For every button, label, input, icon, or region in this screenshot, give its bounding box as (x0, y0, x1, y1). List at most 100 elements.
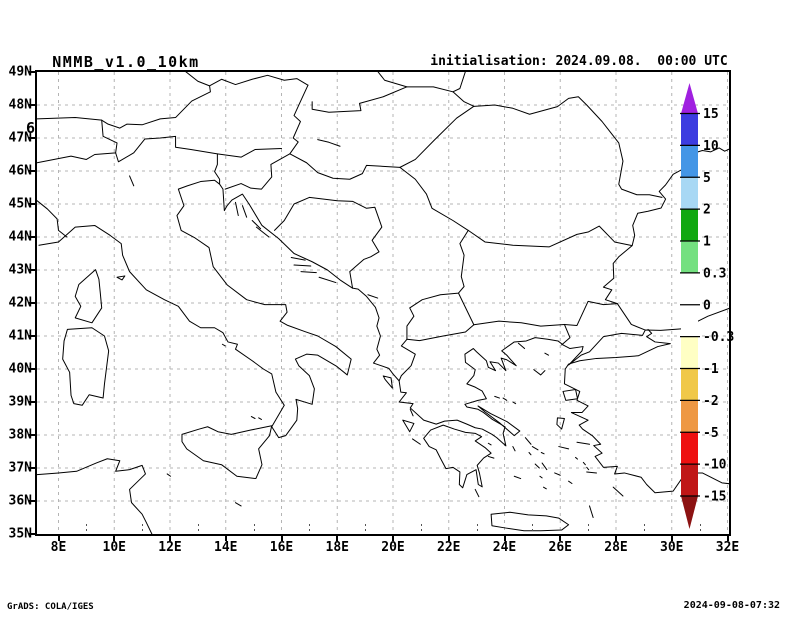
lon-minor-tick (420, 529, 422, 531)
border-sk-pl-stub (378, 72, 407, 87)
grads-credit: GrADS: COLA/IGES (7, 602, 94, 612)
lon-tick-mark (670, 536, 673, 541)
lon-minor-tick (309, 524, 311, 526)
border-hu-sk (312, 87, 474, 112)
colorbar-segment (681, 464, 698, 496)
coastlines-and-borders (37, 72, 729, 534)
colorbar-segment (681, 145, 698, 178)
lon-tick-label: 12E (158, 540, 182, 555)
lat-tick-label: 35N (8, 526, 32, 542)
colorbar-tick-label: 2 (703, 203, 711, 218)
gridlines (37, 72, 729, 534)
lon-tick-label: 18E (325, 540, 349, 555)
border-bg-gr (474, 321, 565, 326)
lon-minor-tick (197, 529, 199, 531)
lat-tick-label: 47N (8, 130, 32, 146)
lat-tick-mark (29, 104, 36, 106)
lat-tick-mark (29, 368, 36, 370)
lon-tick-mark (280, 536, 283, 541)
lat-tick-label: 48N (8, 97, 32, 113)
colorbar-segment (681, 432, 698, 465)
border-rs-bg-mk-al-gr (399, 230, 468, 380)
lon-tick-label: 16E (269, 540, 294, 555)
creation-timestamp: 2024-09-08-07:32 (683, 600, 780, 611)
colorbar-tick-label: 1 (703, 235, 711, 250)
lon-tick-mark (113, 536, 116, 541)
border-danube-ro-bg (468, 226, 632, 247)
lat-tick-mark (29, 302, 36, 304)
border-ch-at-east (102, 120, 117, 153)
lon-minor-tick (588, 524, 590, 526)
lon-tick-label: 20E (381, 540, 405, 555)
map-frame (35, 70, 731, 536)
islands-dodecanese-east-aegean (559, 442, 623, 517)
lon-tick-label: 28E (604, 540, 628, 555)
coastline-sicily (182, 426, 272, 479)
border-mk-bg (458, 293, 473, 325)
island-euboea (478, 406, 520, 436)
lon-minor-tick (86, 529, 88, 531)
lon-minor-tick (86, 524, 88, 526)
lon-tick-mark (615, 536, 617, 541)
border-at-hu-si-hr (225, 85, 308, 189)
colorbar-tick-label: -1 (703, 362, 719, 377)
colorbar-arrow-below-min (681, 496, 698, 529)
coastline-blacksea-west (603, 148, 729, 330)
border-gr-tr (562, 324, 570, 344)
islands-cyclades-saronic-sporades (488, 396, 560, 488)
colorbar-segment (681, 304, 698, 337)
lon-tick-label: 30E (660, 540, 684, 555)
lon-minor-tick (643, 529, 645, 531)
border-france-italy (37, 201, 67, 237)
lat-tick-label: 39N (8, 394, 32, 410)
lon-minor-tick (532, 529, 534, 531)
lat-tick-mark (29, 467, 36, 469)
island-crete (491, 512, 568, 530)
coastline-corsica (75, 270, 101, 323)
lat-tick-mark (29, 401, 36, 403)
lat-tick-mark (29, 203, 36, 205)
border-mk-gr (407, 325, 474, 341)
lon-minor-tick (253, 524, 255, 526)
lon-tick-label: 26E (548, 540, 572, 555)
lon-tick-mark (503, 536, 506, 541)
lon-tick-mark (447, 536, 450, 541)
lon-minor-tick (253, 529, 255, 531)
lon-minor-tick (420, 524, 422, 526)
lon-tick-mark (57, 536, 60, 541)
lat-tick-label: 44N (8, 229, 32, 245)
islands-tyrrhenian (117, 276, 261, 506)
colorbar-canvas: 15 10 5 2 1 0.3 0 -0.3 -1 -2 -5 -10 -15 (680, 83, 734, 529)
lat-tick-mark (29, 170, 36, 172)
colorbar-arrow-above-max (681, 83, 698, 114)
coastline-north-africa (37, 459, 152, 534)
coastline-peloponnese (424, 425, 491, 488)
lon-minor-tick (476, 529, 478, 531)
islands-adriatic (235, 202, 335, 282)
lon-minor-tick (142, 524, 144, 526)
lat-tick-label: 49N (8, 64, 32, 80)
border-de-cz-stub (185, 72, 209, 86)
lat-tick-mark (29, 269, 36, 271)
colorbar-segment (681, 336, 698, 369)
lon-minor-tick (532, 524, 534, 526)
colorbar-segment (681, 177, 698, 210)
border-ch-de-at-cz (37, 75, 308, 128)
colorbar-tick-label: -5 (703, 426, 719, 441)
colorbar-tick-label: 15 (703, 107, 719, 122)
lat-tick-label: 41N (8, 328, 32, 344)
colorbar-segment (681, 241, 698, 273)
border-ro-hu (400, 106, 474, 167)
colorbar-segment (681, 400, 698, 433)
colorbar-tick-label: -0.3 (703, 330, 734, 345)
islands-north-aegean (518, 343, 577, 429)
border-alps-ch-it-at-si (37, 136, 220, 183)
lat-tick-label: 36N (8, 493, 32, 509)
colorbar-tick-label: 0.3 (703, 266, 726, 281)
lon-tick-label: 24E (492, 540, 517, 555)
lat-tick-label: 40N (8, 361, 32, 377)
lon-minor-tick (365, 524, 367, 526)
coastline-sardinia (63, 328, 109, 406)
initialisation-time: initialisation: 2024.09.08. 00:00 UTC (430, 54, 728, 69)
lat-tick-mark (29, 137, 36, 139)
